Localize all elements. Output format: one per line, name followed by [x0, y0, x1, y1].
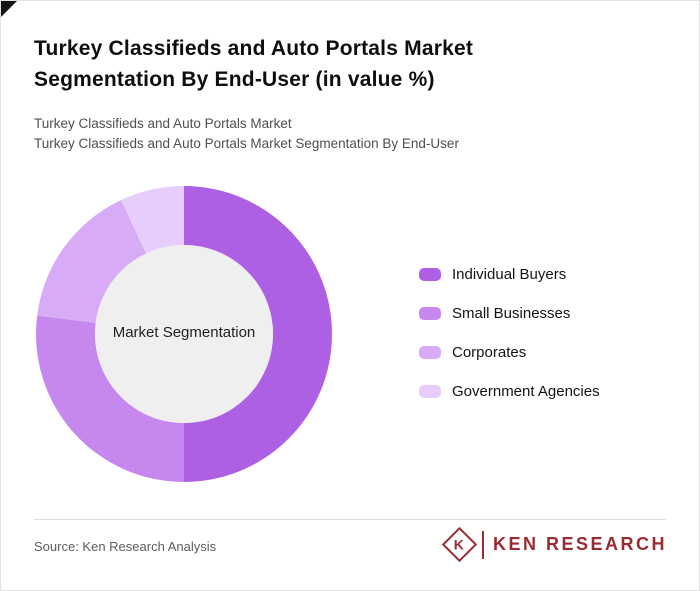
- donut-chart: [36, 186, 332, 482]
- ken-research-logo: K KEN RESEARCH: [441, 526, 667, 563]
- subtitle-line1: Turkey Classifieds and Auto Portals Mark…: [34, 116, 292, 131]
- page-title-line2: Segmentation By End-User (in value %): [34, 68, 435, 91]
- legend-item: Small Businesses: [419, 304, 600, 322]
- legend-label: Corporates: [452, 343, 527, 361]
- logo-k-mark: K: [454, 536, 465, 553]
- legend-swatch: [419, 267, 441, 281]
- chart-legend: Individual Buyers Small Businesses Corpo…: [419, 266, 600, 422]
- legend-label: Individual Buyers: [452, 265, 567, 283]
- subtitle-line2: Turkey Classifieds and Auto Portals Mark…: [34, 136, 459, 151]
- chart-area: Market Segmentation: [36, 186, 332, 482]
- legend-label: Small Businesses: [452, 304, 571, 322]
- donut-segment-1: [36, 315, 184, 482]
- page-title: Turkey Classifieds and Auto Portals Mark…: [34, 33, 654, 95]
- source-text: Source: Ken Research Analysis: [34, 539, 217, 554]
- subtitle: Turkey Classifieds and Auto Portals Mark…: [34, 114, 459, 154]
- legend-item: Individual Buyers: [419, 265, 600, 283]
- logo-separator: [481, 530, 484, 559]
- donut-segment-2: [37, 200, 147, 323]
- donut-center-circle: [95, 245, 273, 423]
- legend-swatch: [419, 345, 441, 359]
- footer-divider: [34, 519, 666, 520]
- legend-swatch: [419, 306, 441, 320]
- donut-segment-0: [184, 186, 332, 482]
- legend-swatch: [419, 384, 441, 398]
- corner-ribbon: [1, 1, 17, 17]
- donut-segment-3: [120, 186, 184, 254]
- logo-text: KEN RESEARCH: [492, 534, 667, 554]
- legend-item: Corporates: [419, 343, 600, 361]
- page-title-line1: Turkey Classifieds and Auto Portals Mark…: [34, 37, 474, 60]
- logo-diamond-icon: K: [441, 526, 478, 563]
- legend-item: Government Agencies: [419, 382, 600, 400]
- donut-center-label: Market Segmentation: [112, 324, 256, 341]
- legend-label: Government Agencies: [452, 382, 600, 400]
